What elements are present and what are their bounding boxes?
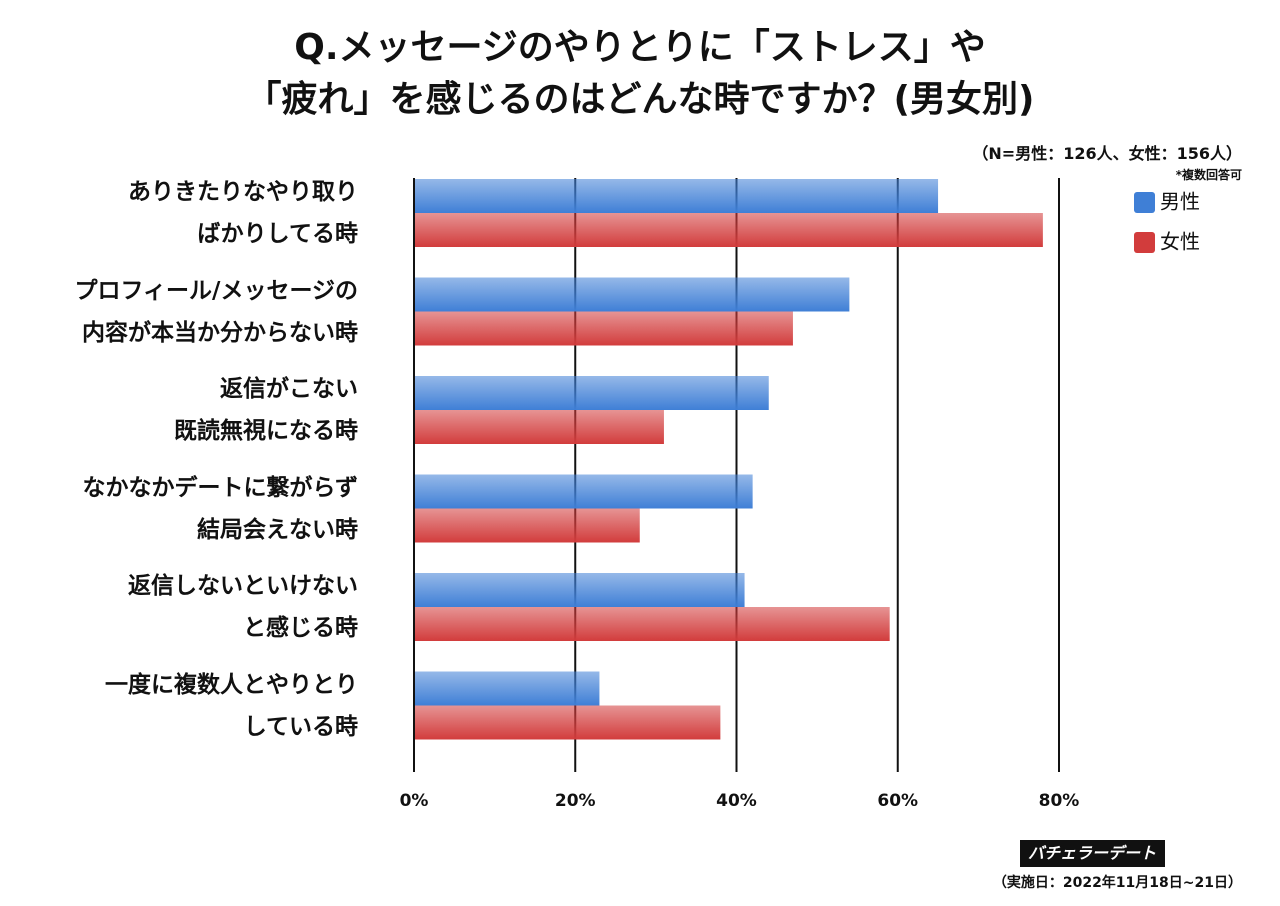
bar (414, 573, 745, 607)
bar (414, 277, 850, 312)
x-tick-label: 0% (400, 791, 429, 811)
survey-date: （実施日：2022年11月18日~21日） (992, 875, 1242, 891)
bar (414, 311, 793, 346)
bar (414, 671, 600, 706)
bar (414, 376, 769, 410)
note: *複数回答可 (1175, 168, 1242, 182)
category-label: なかなかデートに繋がらず 結局会えない時 (82, 474, 358, 543)
bar (414, 607, 890, 641)
category-label: 一度に複数人とやりとり している時 (105, 671, 358, 740)
legend-swatch (1134, 232, 1155, 253)
bar (414, 410, 664, 444)
category-label: 返信しないといけない と感じる時 (128, 573, 358, 641)
category-label: プロフィール/メッセージの 内容が本当か分からない時 (74, 277, 358, 346)
bar (414, 474, 753, 509)
legend-swatch (1134, 192, 1155, 213)
x-tick-label: 80% (1039, 791, 1080, 811)
sample-size: （N=男性：126人、女性：156人） (972, 144, 1242, 163)
x-tick-label: 20% (555, 791, 596, 811)
logo-box (1020, 840, 1165, 867)
chart-title: Q.メッセージのやりとりに「ストレス」や 「疲れ」を感じるのはどんな時ですか？(… (245, 27, 1035, 120)
legend-label: 女性 (1160, 230, 1200, 254)
bar (414, 179, 939, 213)
legend-label: 男性 (1160, 190, 1200, 214)
x-tick-label: 60% (877, 791, 918, 811)
category-label: ありきたりなやり取り ばかりしてる時 (128, 179, 358, 247)
bar (414, 508, 640, 543)
category-label: 返信がこない 既読無視になる時 (174, 376, 358, 444)
bar (414, 705, 721, 740)
logo: バチェラーデート (1028, 844, 1156, 863)
bar (414, 213, 1043, 247)
x-tick-label: 40% (716, 791, 757, 811)
